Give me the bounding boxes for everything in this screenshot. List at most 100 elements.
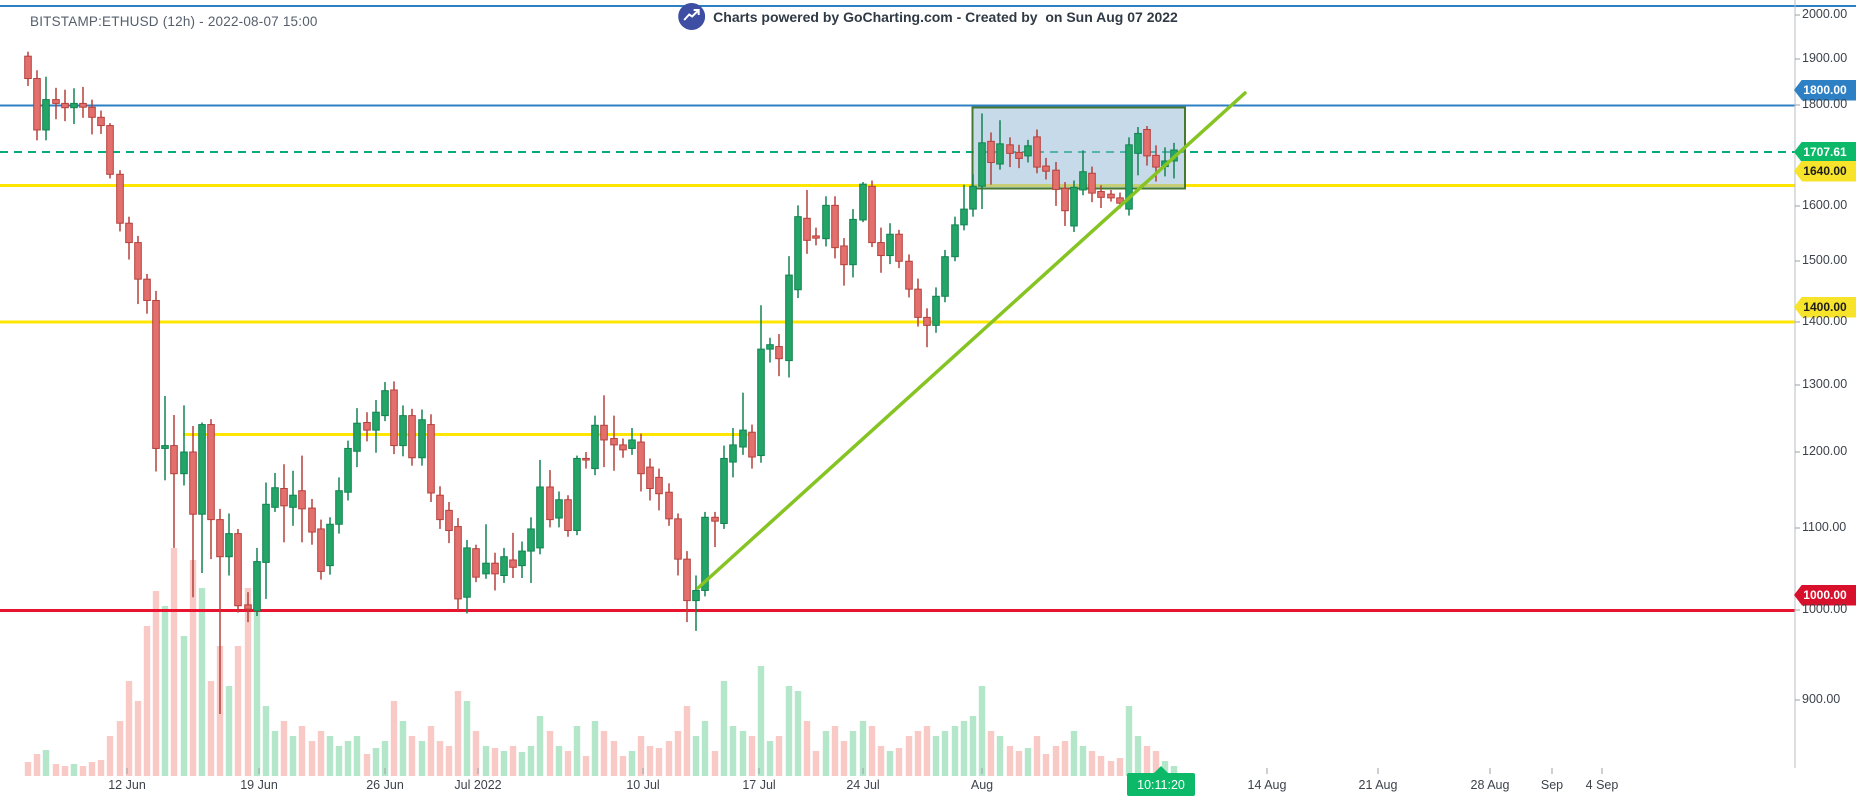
volume-bar <box>1015 751 1023 776</box>
candle-body <box>785 274 793 362</box>
volume-bar <box>859 721 867 776</box>
volume-bar <box>234 646 242 776</box>
candle-body <box>674 518 682 560</box>
volume-bar <box>905 736 913 776</box>
candle-body <box>1070 186 1078 227</box>
volume-bar <box>564 751 572 776</box>
volume-bar <box>536 716 544 776</box>
volume-bar <box>766 741 774 776</box>
candle-body <box>52 99 60 104</box>
volume-bar <box>198 588 206 776</box>
candle-body <box>353 422 361 452</box>
candle-body <box>418 419 426 459</box>
price-tick-label: 1000.00 <box>1802 602 1848 616</box>
attribution: Charts powered by GoCharting.com - Creat… <box>678 3 1178 30</box>
candle-body <box>180 451 188 475</box>
candle-body <box>198 424 206 515</box>
time-tick-label: Jul 2022 <box>454 778 502 792</box>
volume-bar <box>161 606 169 776</box>
volume-bar <box>775 736 783 776</box>
volume-bar <box>527 746 535 776</box>
candle-body <box>831 204 839 249</box>
volume-bar <box>1125 706 1133 776</box>
candle-body <box>1052 169 1060 190</box>
candle-body <box>427 424 435 494</box>
volume-bar <box>88 762 96 776</box>
volume-bar <box>491 748 499 776</box>
candle-body <box>1033 136 1041 168</box>
candle-body <box>244 604 252 610</box>
candle-body <box>134 242 142 280</box>
volume-bar <box>729 726 737 776</box>
candle-body <box>472 548 480 578</box>
candle-body <box>390 389 398 447</box>
candle-body <box>1116 197 1124 204</box>
volume-bar <box>436 741 444 776</box>
candle-body <box>941 256 949 297</box>
price-tick-label: 1600.00 <box>1802 198 1848 212</box>
volume-bar <box>363 754 371 776</box>
volume-bar <box>1088 751 1096 776</box>
volume-bar <box>683 706 691 776</box>
candle-body <box>1097 191 1105 198</box>
volume-bar <box>335 746 343 776</box>
volume-bar <box>665 741 673 776</box>
candle-body <box>1015 151 1023 159</box>
volume-bar <box>390 701 398 776</box>
volume-bar <box>951 726 959 776</box>
volume-bar <box>812 751 820 776</box>
candle-body <box>665 491 673 520</box>
volume-bar <box>1024 748 1032 776</box>
attribution-text: Charts powered by GoCharting.com - Creat… <box>713 8 1178 25</box>
candle-body <box>895 233 903 262</box>
volume-bar <box>143 626 151 776</box>
volume-bar <box>1079 746 1087 776</box>
volume-bar <box>79 766 87 776</box>
volume-bar <box>271 731 279 776</box>
candle-body <box>298 490 306 510</box>
candle-body <box>859 183 867 221</box>
volume-bar <box>289 736 297 776</box>
candle-body <box>886 233 894 257</box>
volume-bar <box>244 588 252 776</box>
volume-bar <box>262 706 270 776</box>
volume-bar <box>70 764 78 776</box>
volume-bar <box>555 746 563 776</box>
drawn-trendline[interactable] <box>696 91 1247 590</box>
volume-bar <box>1152 751 1160 776</box>
volume-bar <box>1116 758 1124 776</box>
candle-body <box>729 444 737 463</box>
volume-bar <box>509 746 517 776</box>
volume-bar <box>189 560 197 776</box>
volume-bar <box>1107 761 1115 776</box>
volume-bar <box>895 748 903 776</box>
volume-bar <box>445 746 453 776</box>
candle-body <box>408 415 416 459</box>
candle-body <box>748 431 756 458</box>
candle-body <box>794 216 802 291</box>
price-badge-1640.00: 1640.00 <box>1794 160 1856 182</box>
candle-body <box>1006 144 1014 154</box>
candle-body <box>637 441 645 475</box>
candle-body <box>1143 128 1151 157</box>
volume-bar <box>711 751 719 776</box>
candle-body <box>701 516 709 591</box>
time-tick-label: 4 Sep <box>1585 778 1619 792</box>
price-badge-1000.00: 1000.00 <box>1794 584 1856 606</box>
candle-body <box>161 445 169 449</box>
volume-bar <box>418 741 426 776</box>
candle-body <box>914 288 922 318</box>
candle-body <box>216 519 224 558</box>
volume-bar <box>803 721 811 776</box>
candle-body <box>518 550 526 567</box>
volume-bar <box>344 741 352 776</box>
volume-bar <box>116 721 124 776</box>
volume-bar <box>600 731 608 776</box>
price-badge-1400.00: 1400.00 <box>1794 296 1856 318</box>
candle-body <box>905 260 913 290</box>
candle-body <box>1152 154 1160 168</box>
volume-bar <box>996 736 1004 776</box>
volume-bar <box>125 681 133 776</box>
candle-body <box>868 185 876 244</box>
